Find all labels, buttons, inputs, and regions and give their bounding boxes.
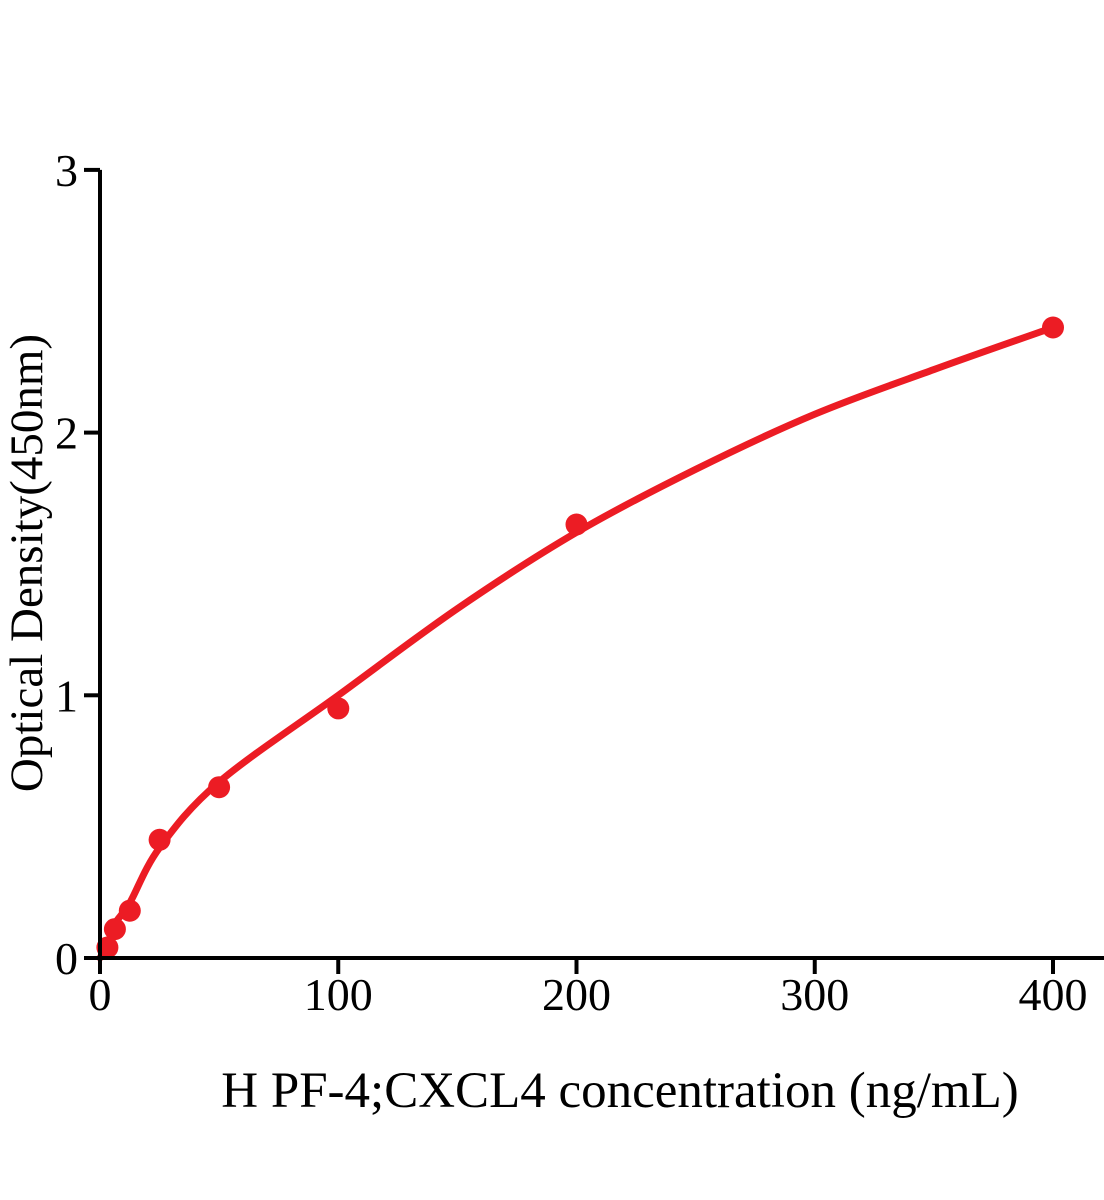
- data-point-marker: [118, 899, 141, 922]
- data-point-marker: [565, 513, 588, 536]
- y-axis-title: Optical Density(450nm): [1, 334, 53, 792]
- y-axis-tick-label: 2: [55, 408, 78, 459]
- x-axis-tick-label: 300: [780, 969, 849, 1020]
- data-point-marker: [148, 828, 171, 851]
- x-axis-tick-label: 400: [1019, 969, 1088, 1020]
- data-point-marker: [327, 697, 350, 720]
- x-axis-title: H PF-4;CXCL4 concentration (ng/mL): [221, 1063, 1018, 1119]
- y-axis-tick-label: 0: [55, 933, 78, 984]
- y-axis-tick-label: 3: [55, 145, 78, 196]
- y-axis-tick-label: 1: [55, 670, 78, 721]
- x-axis-tick-label: 0: [89, 969, 112, 1020]
- fit-curve: [96, 324, 1057, 962]
- data-point-marker: [208, 776, 231, 799]
- data-points: [96, 316, 1064, 959]
- y-axis: 0 1 2 3: [55, 145, 102, 984]
- x-axis: 0 100 200 300 400: [89, 956, 1104, 1020]
- fit-curve-path: [96, 324, 1057, 962]
- x-axis-tick-label: 100: [304, 969, 373, 1020]
- data-point-marker: [103, 918, 126, 941]
- x-axis-tick-label: 200: [542, 969, 611, 1020]
- data-point-marker: [1042, 316, 1064, 339]
